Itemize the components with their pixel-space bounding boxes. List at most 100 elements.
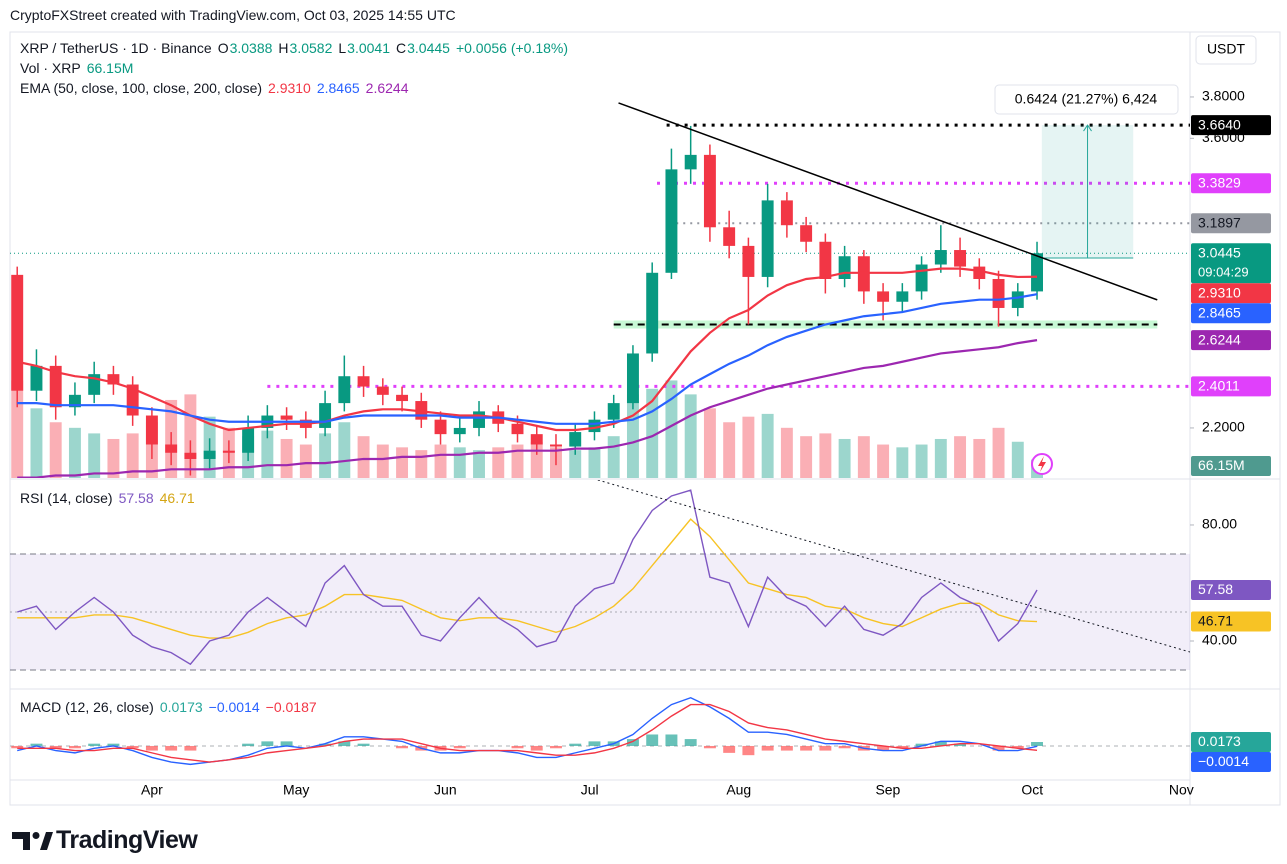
volume-bar xyxy=(915,444,928,478)
volume-bar xyxy=(742,416,755,478)
y-tick-label: 80.00 xyxy=(1202,516,1237,532)
candle-body xyxy=(742,245,755,277)
candle-body xyxy=(11,274,24,391)
candle-body xyxy=(569,432,582,447)
macd-histogram-bar xyxy=(684,739,697,746)
axis-tag-label: 46.71 xyxy=(1198,613,1233,629)
y-tick-label: 40.00 xyxy=(1202,632,1237,648)
rsi-last: 46.71 xyxy=(159,490,195,506)
volume-bar xyxy=(319,433,332,478)
x-tick-label: May xyxy=(283,782,309,798)
candle-body xyxy=(992,278,1005,308)
frame xyxy=(9,31,1281,806)
measure-label-box xyxy=(994,84,1179,115)
candle-body xyxy=(819,241,832,279)
macd-histogram-bar xyxy=(242,743,255,746)
macd-histogram-bar xyxy=(1011,745,1024,749)
ohlc-value: 3.0388 xyxy=(229,40,273,56)
macd-histogram-bar xyxy=(511,745,524,749)
legend-row: XRP / TetherUS · 1D · Binance O3.0388 H3.0… xyxy=(20,38,574,58)
axis-tag xyxy=(1191,283,1271,304)
volume-bar xyxy=(954,436,967,478)
candle-body xyxy=(473,411,485,428)
volume-bar xyxy=(453,447,466,478)
volume-bar xyxy=(261,430,274,478)
candle-body xyxy=(723,227,736,246)
ohlc-value: 3.0445 xyxy=(407,40,450,56)
candle-body xyxy=(396,394,409,402)
volume-bar xyxy=(838,438,851,478)
candle-body xyxy=(896,291,909,302)
alert-icon[interactable] xyxy=(1031,453,1053,475)
axis-tag xyxy=(1191,115,1271,136)
macd-histogram-bar xyxy=(88,743,101,746)
volume-bar xyxy=(434,444,447,478)
volume-bar xyxy=(877,444,890,478)
volume-bar xyxy=(665,380,678,478)
macd-histogram-bar xyxy=(626,739,639,746)
macd-pane xyxy=(10,696,1190,766)
axis-tag-label: 57.58 xyxy=(1198,581,1233,597)
macd-histogram-bar xyxy=(338,741,351,746)
macd-histogram-bar xyxy=(742,745,755,756)
candle-body xyxy=(973,266,986,279)
volume-bar xyxy=(973,438,986,478)
candle-body xyxy=(319,403,332,428)
macd-histogram-bar xyxy=(877,745,890,751)
legend-row: RSI (14, close) 57.58 46.71 xyxy=(20,488,201,508)
ohlc-value: 3.0582 xyxy=(289,40,333,56)
ohlc-key: C xyxy=(395,40,407,56)
macd-histogram-bar xyxy=(126,745,139,749)
ema-title: EMA (50, close, 100, close, 200, close) xyxy=(20,80,263,96)
volume-bar xyxy=(107,438,120,478)
currency[interactable]: USDT xyxy=(1207,41,1246,57)
volume-bar xyxy=(376,444,389,478)
volume-bar xyxy=(800,436,813,478)
axis-tag xyxy=(1191,303,1271,324)
rsi-pane xyxy=(10,480,1190,671)
macd-histogram-bar xyxy=(703,745,716,749)
volume-bar xyxy=(30,408,43,478)
measure-arrowhead xyxy=(1083,124,1092,132)
candle-body xyxy=(934,250,947,265)
price-legend: XRP / TetherUS · 1D · Binance O3.0388 H3.0… xyxy=(20,38,574,98)
macd-histogram-bar xyxy=(145,745,158,751)
volume-bar xyxy=(511,444,524,478)
x-tick-label: Aug xyxy=(726,782,751,798)
candle-body xyxy=(703,154,716,228)
axis-tag-label: 3.0445 xyxy=(1198,244,1241,260)
axis-tag-label: 2.8465 xyxy=(1198,304,1241,320)
macd-histogram-bar xyxy=(319,743,332,746)
macd-histogram-bar xyxy=(896,745,909,749)
volume-bar xyxy=(857,436,870,478)
candle-body xyxy=(684,154,697,170)
footer-logo: TradingView xyxy=(56,826,198,854)
candle-body xyxy=(357,376,370,387)
volume-bar xyxy=(819,433,832,478)
macd-histogram-bar xyxy=(780,745,793,751)
candle-body xyxy=(800,225,813,242)
ohlc-key: O xyxy=(217,40,229,56)
currency-box[interactable] xyxy=(1195,35,1257,65)
candle-body xyxy=(915,264,928,292)
volume-bar xyxy=(569,450,582,478)
macd-histogram-bar xyxy=(30,743,43,746)
axis-tag-label: 2.4011 xyxy=(1198,378,1240,394)
axis-tag xyxy=(1191,173,1271,194)
ema-last: 2.6244 xyxy=(365,80,409,96)
axis-tag xyxy=(1191,752,1271,772)
candle-body xyxy=(530,434,543,445)
x-tick-label: Jun xyxy=(434,782,457,798)
macd-histogram-bar xyxy=(280,741,293,746)
candle-body xyxy=(838,256,851,279)
macd-histogram-bar xyxy=(934,741,947,746)
axis-tag-label: 3.6640 xyxy=(1198,116,1241,132)
trendline xyxy=(618,102,1158,301)
macd-histogram-bar xyxy=(646,734,659,746)
volume-bar xyxy=(492,447,505,478)
macd-histogram-bar xyxy=(530,745,543,751)
macd-histogram-bar xyxy=(453,745,466,749)
candle-body xyxy=(434,419,447,435)
volume-bar xyxy=(896,447,909,478)
ohlc-value: 3.0041 xyxy=(347,40,390,56)
